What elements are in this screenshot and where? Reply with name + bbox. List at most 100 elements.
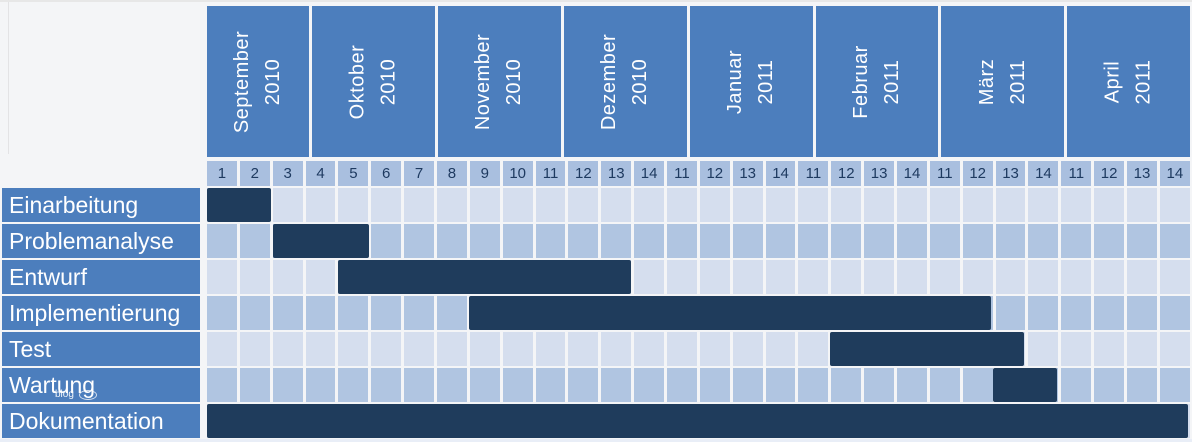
month-name: Februar bbox=[850, 44, 872, 119]
grid-cell bbox=[535, 332, 566, 366]
grid-cell bbox=[601, 188, 632, 222]
grid-cell bbox=[1028, 188, 1059, 222]
week-number-cell: 14 bbox=[634, 161, 665, 186]
week-number-cell: 9 bbox=[469, 161, 500, 186]
grid-cell bbox=[798, 188, 829, 222]
month-header-text: Januar 2011 bbox=[720, 49, 782, 113]
grid-cell bbox=[798, 332, 829, 366]
grid-cell bbox=[272, 296, 303, 330]
grid-cell bbox=[1061, 188, 1092, 222]
grid-cell bbox=[272, 332, 303, 366]
grid-cell bbox=[239, 224, 270, 258]
week-number-cell: 4 bbox=[305, 161, 336, 186]
grid-cell bbox=[437, 368, 467, 402]
grid-cell bbox=[305, 188, 336, 222]
week-number-row: 1 2 3 4 5 6 7 8 9 10 11 12 13 14 11 12 13 14 11 12 13 14 11 12 1… bbox=[207, 161, 1190, 186]
task-label-problemanalyse: Problemanalyse bbox=[2, 224, 200, 258]
grid-cell bbox=[535, 224, 566, 258]
grid-cell bbox=[1159, 188, 1190, 222]
grid-cell bbox=[634, 188, 665, 222]
week-number-cell: 11 bbox=[535, 161, 566, 186]
watermark-text: blog bbox=[55, 389, 74, 400]
grid-cell bbox=[239, 296, 270, 330]
grid-cell bbox=[831, 260, 862, 294]
table-border-remnant bbox=[8, 2, 9, 154]
month-year: 2010 bbox=[262, 58, 285, 105]
grid-cell bbox=[962, 260, 993, 294]
month-year: 2011 bbox=[755, 59, 778, 105]
grid-cell bbox=[469, 188, 500, 222]
grid-cell bbox=[1061, 260, 1092, 294]
week-number-cell: 12 bbox=[831, 161, 862, 186]
month-header-cell: Oktober 2010 bbox=[312, 6, 436, 157]
grid-cell bbox=[371, 332, 402, 366]
grid-row bbox=[207, 260, 1190, 294]
week-number-cell: 10 bbox=[502, 161, 533, 186]
week-number-cell: 13 bbox=[601, 161, 632, 186]
week-number-cell: 11 bbox=[929, 161, 960, 186]
grid-cell bbox=[864, 224, 895, 258]
grid-cell bbox=[1094, 368, 1125, 402]
week-number-cell: 14 bbox=[1028, 161, 1059, 186]
grid-cell bbox=[765, 260, 796, 294]
grid-cell bbox=[699, 188, 730, 222]
grid-cell bbox=[1094, 224, 1125, 258]
grid-cell bbox=[1159, 332, 1190, 366]
task-label-entwurf: Entwurf bbox=[2, 260, 200, 294]
grid-cell bbox=[371, 224, 402, 258]
grid-cell bbox=[667, 332, 697, 366]
grid-cell bbox=[1061, 224, 1092, 258]
grid-cell bbox=[1127, 224, 1157, 258]
grid-cell bbox=[667, 260, 697, 294]
grid-cell bbox=[469, 224, 500, 258]
grid-cell bbox=[437, 332, 467, 366]
grid-cell bbox=[699, 260, 730, 294]
week-number-cell: 7 bbox=[404, 161, 435, 186]
grid-cell bbox=[437, 188, 467, 222]
grid-cell bbox=[1127, 332, 1157, 366]
grid-cell bbox=[305, 368, 336, 402]
week-number-cell: 12 bbox=[962, 161, 993, 186]
task-label-wartung: Wartung bbox=[2, 368, 200, 402]
grid-cell bbox=[962, 188, 993, 222]
grid-cell bbox=[995, 188, 1026, 222]
grid-cell bbox=[1127, 188, 1157, 222]
week-number-cell: 14 bbox=[897, 161, 927, 186]
grid-cell bbox=[1094, 296, 1125, 330]
grid-cell bbox=[995, 260, 1026, 294]
grid-cell bbox=[1094, 188, 1125, 222]
month-year: 2010 bbox=[629, 58, 652, 105]
month-header-text: April 2011 bbox=[1098, 59, 1160, 104]
grid-cell bbox=[207, 332, 237, 366]
watermark-oval-icon bbox=[78, 390, 97, 400]
grid-cell bbox=[1159, 296, 1190, 330]
grid-cell bbox=[371, 188, 402, 222]
grid-cell bbox=[962, 368, 993, 402]
grid-cell bbox=[601, 368, 632, 402]
month-name: Oktober bbox=[346, 44, 369, 119]
grid-cell bbox=[1028, 332, 1059, 366]
month-header-text: Dezember 2010 bbox=[594, 33, 656, 129]
grid-cell bbox=[502, 188, 533, 222]
week-number-cell: 12 bbox=[568, 161, 599, 186]
week-number-cell: 13 bbox=[732, 161, 763, 186]
grid-cell bbox=[864, 260, 895, 294]
grid-cell bbox=[305, 332, 336, 366]
month-year: 2011 bbox=[1132, 58, 1155, 105]
grid-cell bbox=[568, 368, 599, 402]
week-number-cell: 6 bbox=[371, 161, 402, 186]
month-header-cell: Februar 2011 bbox=[815, 6, 939, 157]
month-header-text: Februar 2011 bbox=[846, 45, 908, 119]
grid-cell bbox=[272, 188, 303, 222]
grid-cell bbox=[568, 188, 599, 222]
grid-cell bbox=[437, 224, 467, 258]
week-number-cell: 3 bbox=[272, 161, 303, 186]
grid-cell bbox=[732, 260, 763, 294]
month-year: 2010 bbox=[377, 58, 400, 105]
task-label-implementierung: Implementierung bbox=[2, 296, 200, 330]
grid-cell bbox=[929, 224, 960, 258]
grid-cell bbox=[699, 224, 730, 258]
month-name: September bbox=[231, 30, 254, 133]
grid-cell bbox=[502, 332, 533, 366]
